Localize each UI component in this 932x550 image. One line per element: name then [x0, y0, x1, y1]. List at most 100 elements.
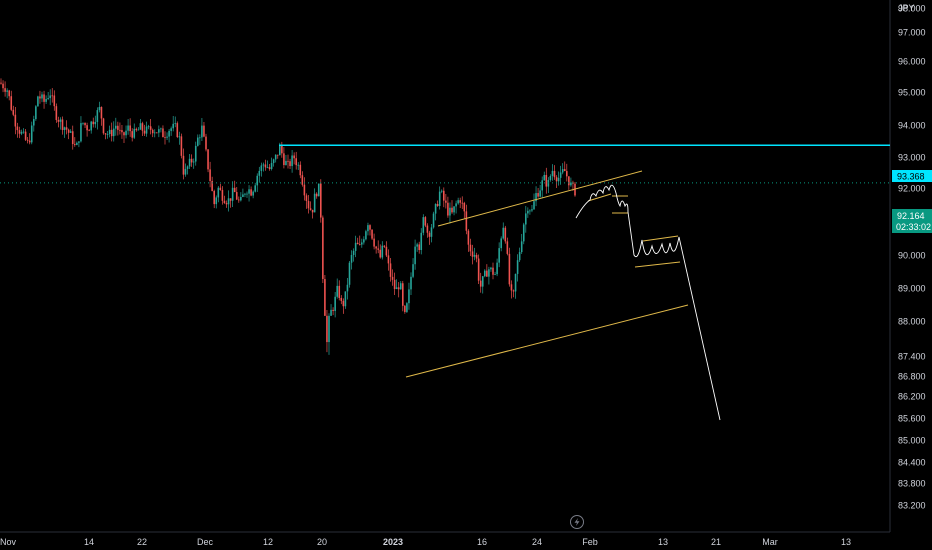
candle-body [182, 155, 185, 175]
candle-body [0, 82, 2, 84]
candle-body [180, 136, 183, 156]
candle-body [14, 114, 17, 127]
candle-body [145, 126, 148, 134]
small-channel-line[interactable] [587, 193, 612, 202]
candle-body [127, 125, 129, 131]
candle-body [98, 106, 101, 111]
flag-top[interactable] [642, 235, 679, 242]
candle-body [194, 145, 197, 162]
candle-body [494, 274, 496, 275]
candle-body [33, 119, 35, 126]
candle-body [55, 106, 58, 120]
candle-body [379, 249, 382, 258]
candle-body [539, 190, 541, 197]
countdown-label: 02:33:02 [896, 222, 931, 232]
candle-body [266, 167, 269, 169]
candle-body [338, 285, 341, 298]
candle-body [281, 145, 283, 154]
flag-bottom[interactable] [634, 261, 681, 268]
time-tick-label: Feb [582, 537, 598, 547]
candle-body [260, 165, 263, 171]
candle-body [104, 133, 107, 135]
candle-body [375, 246, 377, 249]
candle-body [26, 139, 29, 141]
rising-channel[interactable] [405, 170, 689, 378]
candle-body [131, 131, 133, 138]
candle-body [553, 170, 556, 178]
candle-body [295, 158, 297, 166]
price-tick-label: 87.400 [898, 352, 926, 362]
candle-body [20, 131, 23, 134]
candle-body [346, 284, 349, 292]
hline-price-tag: 93.368 [892, 170, 932, 182]
candle-body [41, 94, 43, 99]
lightning-icon[interactable] [570, 515, 584, 529]
candle-body [549, 176, 552, 181]
candle-body [250, 189, 252, 196]
price-tick-label: 83.200 [898, 501, 926, 511]
candle-body [481, 276, 484, 287]
candle-body [434, 203, 437, 214]
candle-body [471, 251, 474, 257]
candle-body [531, 209, 533, 211]
candle-body [535, 193, 537, 202]
candle-body [324, 279, 326, 316]
candle-body [90, 121, 92, 131]
candle-body [184, 168, 187, 175]
candle-body [156, 132, 158, 134]
candle-body [496, 262, 498, 275]
candle-body [96, 110, 99, 122]
candle-body [410, 276, 412, 290]
candle-body [279, 145, 281, 156]
time-tick-label: 22 [137, 537, 147, 547]
candle-body [451, 207, 453, 213]
candle-body [117, 125, 119, 130]
candle-body [512, 290, 515, 292]
candle-body [285, 160, 287, 166]
candle-body [352, 250, 355, 255]
candle-body [313, 193, 316, 213]
candle-body [414, 246, 416, 265]
time-tick-label: Nov [0, 537, 16, 547]
candle-body [525, 213, 527, 225]
candle-body [397, 287, 400, 290]
candle-body [168, 130, 170, 137]
candle-body [225, 203, 228, 205]
candle-body [205, 136, 207, 150]
candle-body [504, 227, 507, 242]
candle-body [192, 161, 195, 163]
candle-body [86, 125, 88, 131]
candle-body [256, 175, 259, 186]
channel-lower-line[interactable] [405, 304, 689, 378]
candle-body [37, 96, 39, 107]
candle-body [203, 125, 205, 137]
candle-body [10, 96, 13, 110]
candle-body [162, 128, 164, 138]
candle-body [363, 239, 365, 243]
candle-body [22, 131, 25, 133]
candle-body [518, 252, 521, 261]
channel-upper-line[interactable] [437, 170, 643, 227]
time-tick-label: 14 [84, 537, 94, 547]
candle-body [383, 245, 386, 247]
candle-body [373, 238, 375, 247]
candle-body [18, 130, 21, 134]
candle-body [242, 194, 244, 197]
candle-body [492, 267, 494, 275]
candle-body [336, 285, 338, 297]
candle-body [6, 90, 8, 92]
candle-body [106, 133, 109, 135]
projection-path[interactable] [575, 184, 721, 421]
candle-body [475, 254, 478, 259]
candle-body [473, 254, 476, 257]
candle-body [35, 106, 37, 120]
candle-body [176, 123, 179, 137]
candle-body [211, 180, 213, 191]
candle-body [402, 283, 404, 306]
candle-body [174, 123, 177, 124]
candle-body [422, 217, 425, 233]
candle-body [16, 126, 19, 131]
candle-body [561, 169, 564, 173]
candle-body [527, 210, 529, 214]
